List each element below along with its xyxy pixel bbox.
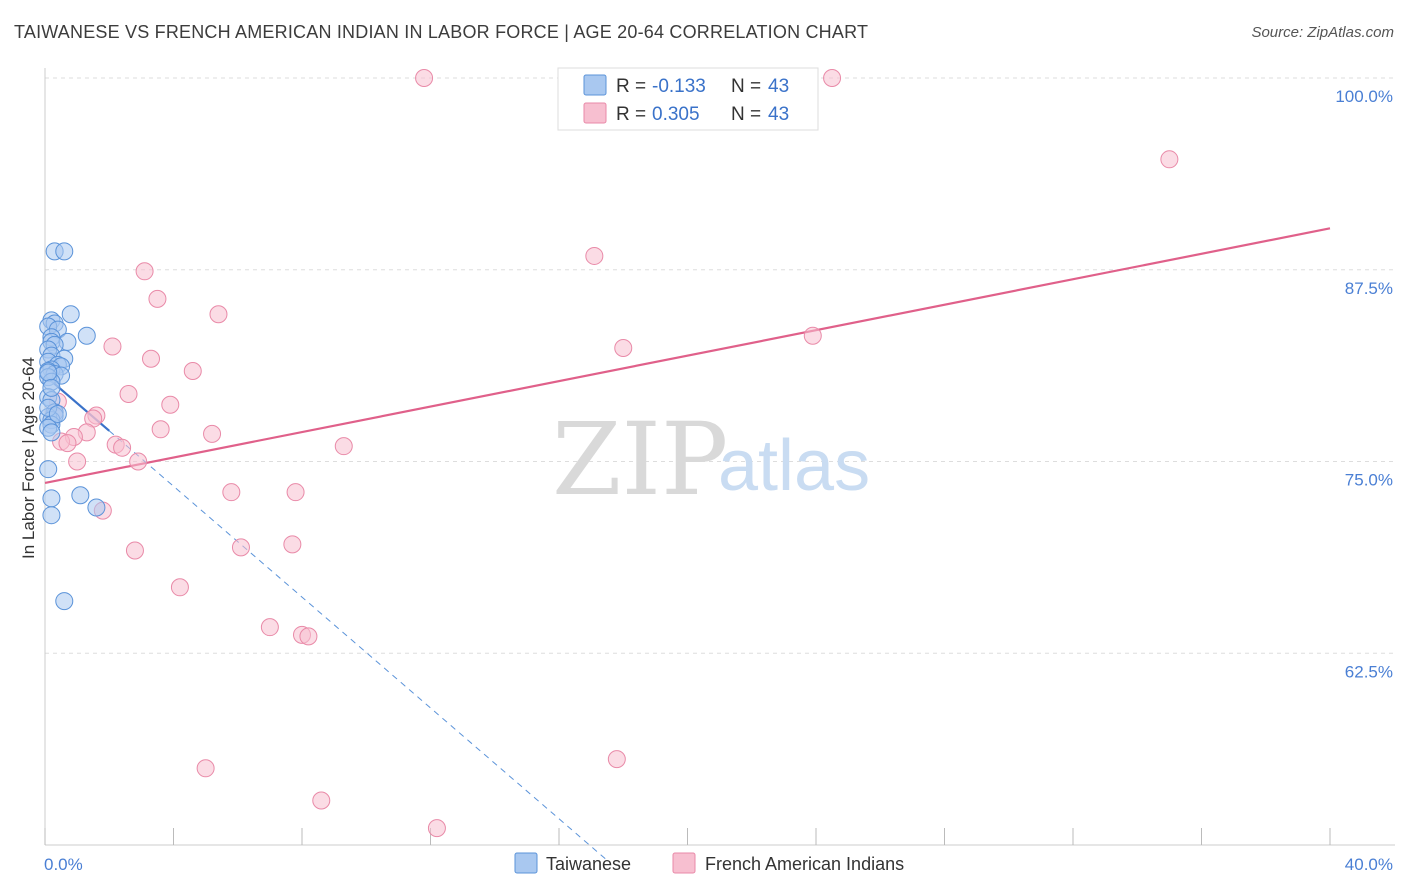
point-french-american-indians-25 [113, 438, 132, 457]
point-french-american-indians-41 [312, 791, 331, 810]
gridlines [45, 77, 1395, 654]
series-legend-swatch-taiwanese [514, 852, 538, 874]
point-french-american-indians-2 [1160, 150, 1179, 169]
point-french-american-indians-19 [203, 424, 222, 443]
legend-swatch-taiwanese [583, 74, 607, 96]
correlation-legend: R = -0.133 N = 43 R = 0.305 N = 43 [557, 67, 819, 131]
point-french-american-indians-38 [299, 627, 318, 646]
point-taiwanese-1 [55, 242, 74, 261]
point-french-american-indians-11 [183, 361, 202, 380]
series-legend-label-taiwanese: Taiwanese [546, 854, 631, 874]
point-french-american-indians-6 [209, 305, 228, 324]
point-french-american-indians-34 [283, 535, 302, 554]
point-french-american-indians-9 [803, 326, 822, 345]
point-french-american-indians-26 [334, 437, 353, 456]
point-taiwanese-38 [55, 592, 74, 611]
point-french-american-indians-32 [125, 541, 144, 560]
point-french-american-indians-39 [196, 759, 215, 778]
point-french-american-indians-28 [68, 452, 87, 471]
legend-n-value-2: 43 [768, 104, 789, 125]
legend-swatch-french-american-indians [583, 102, 607, 124]
series-legend-label-french-american-indians: French American Indians [705, 854, 904, 874]
legend-r-label-2: R = [616, 104, 646, 125]
y-tick-label-1: 75.0% [1345, 471, 1393, 490]
watermark: ZIP atlas [552, 401, 870, 518]
trend-line-french-american-indians [44, 227, 1331, 485]
point-taiwanese-42 [42, 378, 61, 397]
legend-n-label-1: N = [731, 76, 761, 97]
legend-r-value-2: 0.305 [652, 104, 700, 125]
point-taiwanese-40 [48, 404, 67, 423]
point-taiwanese-36 [87, 498, 106, 517]
point-french-american-indians-14 [161, 395, 180, 414]
point-french-american-indians-35 [170, 578, 189, 597]
legend-n-value-1: 43 [768, 76, 789, 97]
y-tick-label-0: 62.5% [1345, 662, 1393, 681]
point-french-american-indians-4 [135, 262, 154, 281]
point-french-american-indians-33 [231, 538, 250, 557]
point-taiwanese-7 [77, 326, 96, 345]
y-axis-title: In Labor Force | Age 20-64 [19, 357, 38, 559]
point-french-american-indians-3 [585, 246, 604, 265]
point-french-american-indians-42 [427, 819, 446, 838]
legend-n-label-2: N = [731, 104, 761, 125]
x-tick-label-0: 0.0% [44, 855, 83, 874]
point-french-american-indians-1 [823, 69, 842, 87]
point-french-american-indians-8 [614, 338, 633, 357]
legend-r-value-1: -0.133 [652, 76, 706, 97]
y-tick-label-2: 87.5% [1345, 279, 1393, 298]
point-french-american-indians-30 [286, 483, 305, 502]
data-points [39, 69, 1179, 838]
point-taiwanese-32 [42, 423, 61, 442]
point-taiwanese-34 [42, 489, 61, 508]
series-legend: Taiwanese French American Indians [514, 852, 904, 874]
point-french-american-indians-18 [151, 420, 170, 439]
trend-line-taiwanese-extension [108, 430, 608, 861]
x-tick-label-1: 40.0% [1345, 855, 1393, 874]
point-french-american-indians-0 [415, 69, 434, 87]
point-french-american-indians-12 [119, 385, 138, 404]
y-tick-label-3: 100.0% [1335, 87, 1393, 106]
point-taiwanese-33 [39, 460, 58, 479]
point-french-american-indians-36 [260, 618, 279, 637]
chart-title: TAIWANESE VS FRENCH AMERICAN INDIAN IN L… [14, 22, 869, 42]
source-label: Source: ZipAtlas.com [1251, 24, 1394, 41]
point-french-american-indians-27 [129, 452, 148, 471]
point-taiwanese-41 [39, 363, 58, 382]
point-french-american-indians-29 [222, 483, 241, 502]
tick-labels: 62.5% 75.0% 87.5% 100.0% 0.0% 40.0% [44, 87, 1393, 874]
watermark-atlas: atlas [718, 426, 870, 506]
series-legend-swatch-french-american-indians [672, 852, 696, 874]
point-taiwanese-35 [71, 486, 90, 505]
watermark-zip: ZIP [552, 401, 728, 518]
point-taiwanese-2 [61, 305, 80, 324]
point-french-american-indians-10 [142, 349, 161, 368]
legend-r-label-1: R = [616, 76, 646, 97]
point-french-american-indians-23 [58, 434, 77, 453]
point-french-american-indians-5 [148, 289, 167, 308]
point-french-american-indians-7 [103, 337, 122, 356]
point-french-american-indians-40 [607, 750, 626, 769]
point-taiwanese-37 [42, 506, 61, 525]
